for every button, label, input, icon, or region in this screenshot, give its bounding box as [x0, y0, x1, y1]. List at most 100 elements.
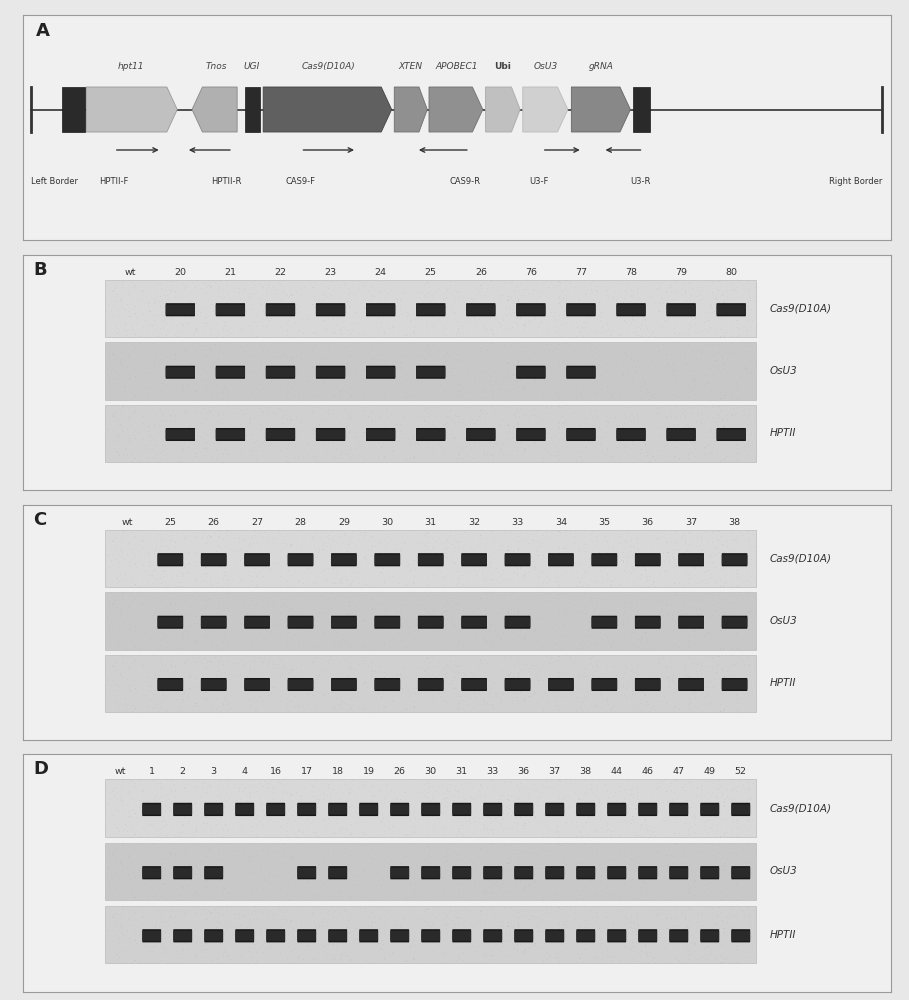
Point: [438, 794, 453, 810]
Point: [494, 590, 508, 606]
Point: [356, 862, 371, 878]
Point: [675, 419, 690, 435]
Point: [233, 365, 247, 381]
Point: [107, 351, 122, 367]
Point: [483, 378, 497, 394]
Point: [506, 357, 521, 373]
Point: [102, 873, 116, 889]
FancyBboxPatch shape: [607, 803, 626, 816]
Point: [232, 659, 246, 675]
Point: [175, 443, 189, 459]
FancyBboxPatch shape: [174, 868, 192, 878]
Point: [385, 428, 399, 444]
Point: [164, 858, 178, 874]
Point: [216, 320, 231, 336]
Point: [275, 424, 289, 440]
Point: [502, 383, 516, 399]
Point: [411, 784, 425, 800]
Point: [115, 335, 130, 351]
Point: [261, 437, 275, 453]
Point: [541, 800, 555, 816]
Point: [164, 658, 178, 674]
Point: [393, 416, 407, 432]
Point: [646, 574, 661, 590]
Point: [420, 399, 435, 415]
Point: [556, 929, 571, 945]
Point: [510, 418, 524, 434]
Point: [115, 523, 130, 539]
Point: [574, 827, 589, 843]
Point: [451, 320, 465, 336]
Point: [165, 381, 180, 397]
Point: [552, 357, 566, 373]
Point: [483, 929, 497, 945]
Point: [584, 281, 598, 297]
Point: [337, 527, 352, 543]
Point: [663, 905, 677, 921]
Point: [332, 290, 346, 306]
Point: [418, 416, 433, 432]
Point: [289, 296, 304, 312]
Point: [541, 863, 555, 879]
Point: [476, 318, 491, 334]
Point: [174, 564, 188, 580]
Point: [599, 787, 614, 803]
Point: [310, 299, 325, 315]
Point: [744, 875, 759, 891]
Point: [449, 388, 464, 404]
Point: [324, 585, 338, 601]
Point: [737, 673, 752, 689]
Point: [600, 941, 614, 957]
Point: [244, 905, 258, 921]
FancyBboxPatch shape: [390, 866, 409, 879]
Point: [147, 307, 162, 323]
Point: [628, 920, 643, 936]
Point: [438, 883, 453, 899]
Point: [684, 530, 699, 546]
Point: [484, 633, 499, 649]
Point: [588, 407, 603, 423]
Point: [211, 782, 225, 798]
Point: [497, 836, 512, 852]
Point: [741, 772, 755, 788]
Point: [115, 357, 130, 373]
Point: [712, 857, 726, 873]
Point: [419, 677, 434, 693]
Point: [580, 389, 594, 405]
Point: [194, 602, 208, 618]
Point: [253, 548, 267, 564]
Point: [167, 534, 182, 550]
Point: [280, 815, 295, 831]
Point: [630, 352, 644, 368]
Point: [652, 803, 666, 819]
Point: [370, 552, 385, 568]
Point: [403, 938, 417, 954]
Point: [741, 437, 755, 453]
Point: [135, 916, 150, 932]
Point: [459, 572, 474, 588]
Point: [141, 449, 155, 465]
Point: [385, 929, 399, 945]
Point: [515, 593, 530, 609]
Point: [375, 376, 389, 392]
Point: [181, 878, 195, 894]
Point: [147, 624, 162, 640]
Point: [553, 837, 567, 853]
Point: [285, 807, 299, 823]
Point: [473, 590, 487, 606]
Point: [335, 443, 350, 459]
Point: [506, 595, 521, 611]
Point: [500, 542, 514, 558]
Point: [646, 823, 661, 839]
Point: [170, 691, 185, 707]
Point: [216, 883, 231, 899]
Point: [281, 391, 295, 407]
Polygon shape: [86, 87, 177, 132]
Point: [568, 555, 583, 571]
Point: [433, 626, 447, 642]
Point: [157, 563, 172, 579]
Point: [539, 586, 554, 602]
Point: [689, 387, 704, 403]
Point: [440, 424, 454, 440]
Point: [681, 885, 695, 901]
